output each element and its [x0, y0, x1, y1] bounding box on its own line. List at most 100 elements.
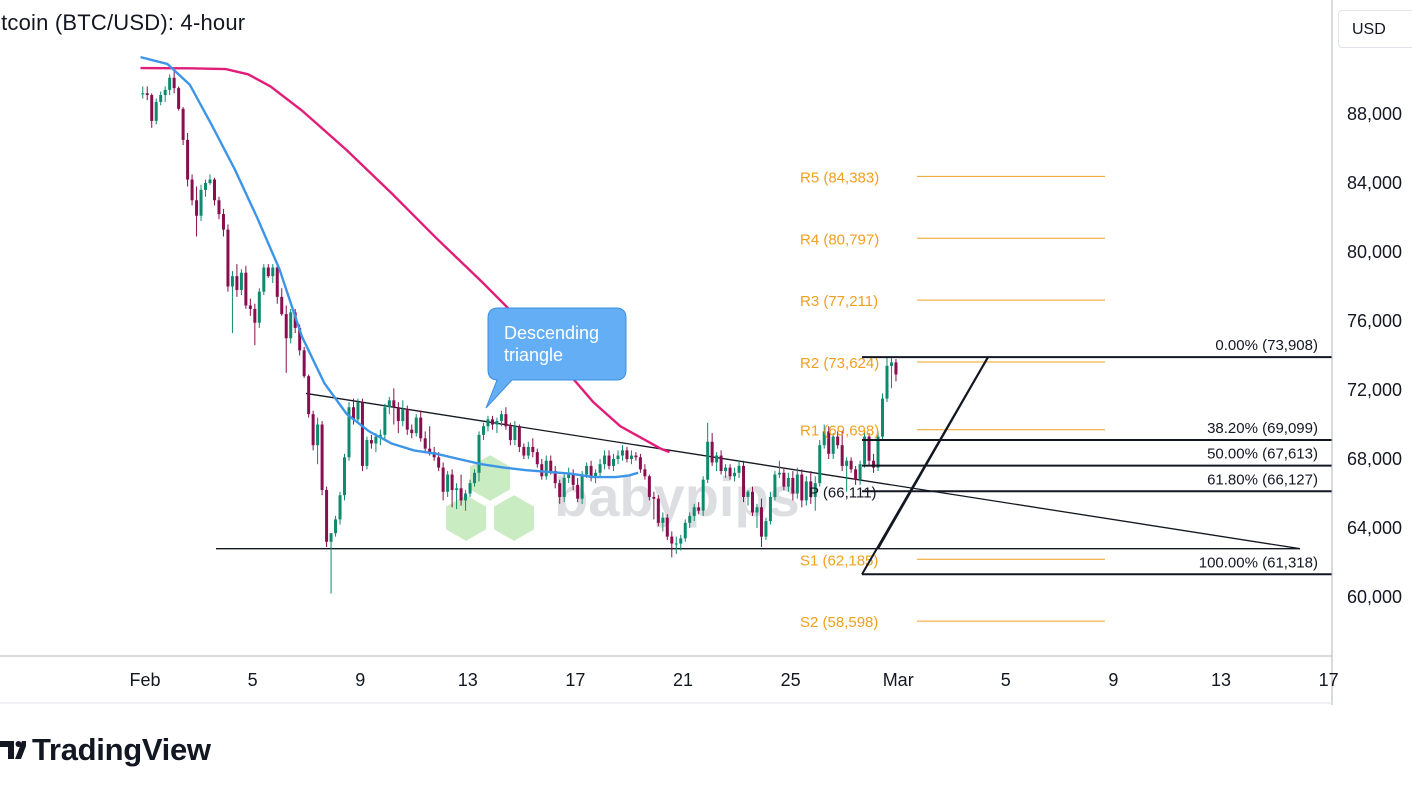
candle-body [343, 457, 347, 496]
candle-body [316, 424, 320, 446]
candle-body [374, 436, 378, 444]
candle-body [450, 474, 454, 491]
candle-body [212, 179, 216, 201]
candle-body [562, 477, 566, 497]
candle-body [692, 507, 696, 516]
candle-body [244, 272, 248, 306]
y-tick-label: 68,000 [1347, 449, 1402, 469]
candle-body [351, 407, 355, 420]
candle-body [410, 429, 414, 434]
candle-body [428, 448, 432, 453]
candle-body [248, 305, 252, 309]
fib-label: 100.00% (61,318) [1199, 554, 1318, 571]
candle-body [889, 362, 893, 366]
candle-body [894, 362, 898, 375]
candle-body [795, 474, 799, 494]
candle-body [768, 496, 772, 522]
candle-body [728, 467, 732, 477]
pivot-label: R2 (73,624) [800, 355, 879, 372]
candle-body [464, 493, 468, 501]
x-tick-label: 9 [355, 670, 365, 690]
candle-body [163, 89, 167, 96]
candle-body [612, 459, 616, 466]
candle-body [517, 426, 521, 447]
candle-body [266, 267, 270, 277]
x-tick-label: 5 [1001, 670, 1011, 690]
x-tick-label: 25 [781, 670, 801, 690]
candle-body [549, 460, 553, 472]
pivot-label: S2 (58,598) [800, 614, 878, 631]
ema-fast-line [140, 55, 639, 479]
candle-body [710, 441, 714, 463]
x-tick-label: 17 [565, 670, 585, 690]
candle-body [338, 495, 342, 520]
x-tick-label: 13 [458, 670, 478, 690]
candle-body [643, 469, 647, 477]
candle-body [423, 438, 427, 449]
candle-body [150, 95, 154, 121]
candle-body [419, 417, 423, 439]
candle-body [688, 515, 692, 523]
candle-body [432, 452, 436, 458]
tradingview-wordmark: TradingView [32, 732, 211, 767]
candle-body [594, 472, 598, 478]
candle-body [867, 436, 871, 461]
candle-body [854, 469, 858, 480]
candle-body [585, 465, 589, 475]
chart-title: itcoin (BTC/USD): 4-hour [0, 10, 246, 35]
tradingview-logo: TradingView [0, 728, 211, 772]
candle-body [706, 441, 710, 480]
candle-body [576, 484, 580, 499]
candle-body [764, 521, 768, 537]
triangle-resistance-line [305, 392, 1301, 550]
candle-body [827, 431, 831, 454]
candle-body [181, 108, 185, 140]
candle-body [378, 434, 382, 437]
x-tick-label: 17 [1319, 670, 1339, 690]
y-tick-label: 80,000 [1347, 242, 1402, 262]
candle-body [446, 474, 450, 492]
candle-body [876, 436, 880, 468]
candle-body [759, 507, 763, 537]
candle-body [405, 408, 409, 430]
candle-body [141, 93, 145, 95]
candle-body [369, 440, 373, 444]
candle-body [217, 200, 221, 215]
fib-label: 50.00% (67,613) [1207, 446, 1318, 463]
candle-body [356, 402, 360, 420]
candle-body [275, 267, 279, 297]
candle-body [661, 517, 665, 523]
candle-body [858, 464, 862, 480]
candle-body [652, 496, 656, 499]
currency-button[interactable]: USD [1338, 10, 1412, 48]
candle-body [558, 483, 562, 497]
x-tick-label: 13 [1211, 670, 1231, 690]
candle-body [172, 77, 176, 89]
candle-body [473, 472, 477, 484]
candle-body [334, 519, 338, 534]
pivot-label: S1 (62,185) [800, 552, 878, 569]
candle-body [697, 507, 701, 511]
candle-body [508, 426, 512, 441]
candle-body [481, 426, 485, 435]
candle-body [836, 436, 840, 446]
x-tick-label: Mar [883, 670, 914, 690]
svg-text:triangle: triangle [504, 345, 563, 365]
candle-body [302, 350, 306, 377]
candle-body [840, 445, 844, 466]
candle-body [145, 93, 149, 96]
descending-triangle-callout: Descending triangle [485, 307, 627, 409]
candle-body [526, 446, 530, 456]
candle-body [750, 491, 754, 513]
x-tick-label: Feb [129, 670, 160, 690]
tradingview-logo-icon [0, 741, 26, 759]
pivot-label: R3 (77,211) [800, 293, 878, 310]
candle-body [320, 424, 324, 491]
candle-body [665, 517, 669, 537]
candle-body [724, 467, 728, 472]
ema-slow-line [140, 66, 670, 454]
candle-body [186, 139, 190, 180]
candle-body [271, 267, 275, 277]
candle-body [221, 214, 225, 230]
